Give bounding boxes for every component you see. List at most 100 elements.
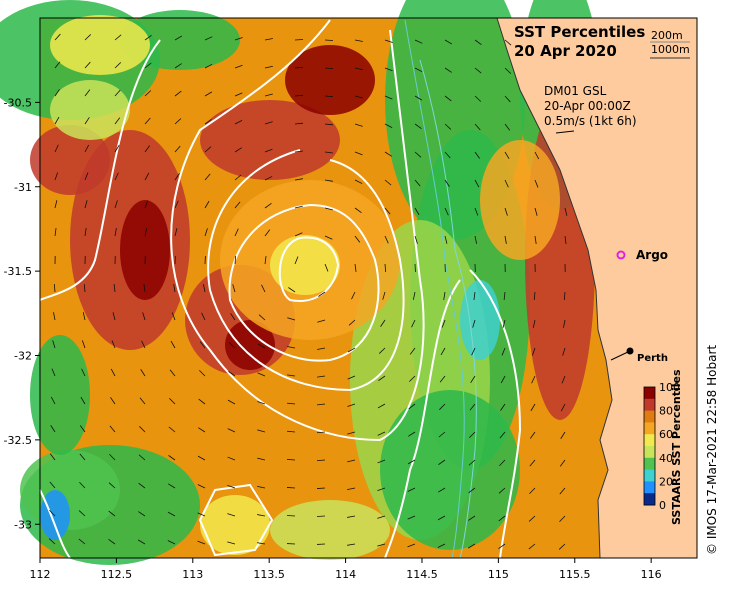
current-vector xyxy=(197,512,206,517)
current-vector xyxy=(167,483,176,489)
current-vector xyxy=(474,67,482,74)
current-vector xyxy=(469,431,476,438)
current-vector xyxy=(474,207,479,216)
x-tick-label: 113 xyxy=(182,568,203,581)
current-vector xyxy=(54,144,59,153)
current-vector xyxy=(287,317,296,321)
current-vector xyxy=(54,200,58,209)
current-vector xyxy=(444,179,450,187)
current-vector xyxy=(474,39,482,45)
current-vector xyxy=(382,291,386,300)
current-vector xyxy=(137,539,146,545)
current-vector xyxy=(468,487,476,494)
current-vector xyxy=(54,172,59,181)
current-vector xyxy=(167,511,176,517)
current-vector xyxy=(82,312,86,321)
current-vector xyxy=(502,319,506,328)
current-vector xyxy=(347,459,356,463)
current-vector xyxy=(531,375,536,384)
current-vector xyxy=(112,312,116,321)
current-vector xyxy=(437,487,446,493)
current-vector xyxy=(174,63,182,69)
current-vector xyxy=(286,458,296,461)
current-vector xyxy=(264,176,273,181)
colorbar-segment xyxy=(644,387,655,400)
current-vector xyxy=(167,540,176,545)
current-vector xyxy=(504,207,508,216)
current-vector xyxy=(257,485,266,489)
current-vector xyxy=(439,375,446,383)
current-vector xyxy=(294,232,303,237)
current-vector xyxy=(78,510,86,517)
current-vector xyxy=(351,291,356,300)
current-vector xyxy=(138,482,146,489)
current-vector xyxy=(264,148,273,153)
depth-legend-1000m: 1000m xyxy=(651,43,690,56)
current-vector xyxy=(84,117,90,125)
current-vector xyxy=(144,35,152,41)
current-vector xyxy=(204,173,211,181)
current-vector xyxy=(384,151,392,157)
sst-patch xyxy=(200,100,340,180)
y-tick-label: -32.5 xyxy=(4,434,32,447)
current-vector xyxy=(444,235,448,244)
current-vector xyxy=(264,38,273,41)
current-vector xyxy=(294,94,304,97)
colorbar-segment xyxy=(644,457,655,471)
current-vector xyxy=(414,95,423,101)
current-vector xyxy=(377,459,386,464)
current-vector xyxy=(474,95,482,102)
current-vector xyxy=(316,487,326,489)
current-vector xyxy=(227,456,236,461)
sst-patch xyxy=(120,200,170,300)
current-vector xyxy=(529,487,536,495)
current-vector xyxy=(234,228,239,237)
depth-legend-200m: 200m xyxy=(651,29,683,42)
current-vector xyxy=(498,487,506,494)
current-vector xyxy=(444,95,452,102)
current-vector xyxy=(114,117,121,125)
current-vector xyxy=(384,179,392,186)
current-vector xyxy=(347,375,356,380)
current-vector xyxy=(53,312,56,321)
current-vector xyxy=(414,235,418,244)
current-vector xyxy=(198,398,206,405)
current-vector xyxy=(467,543,476,549)
current-vector xyxy=(287,346,296,349)
current-vector xyxy=(468,515,476,521)
current-vector xyxy=(474,123,481,131)
current-vector xyxy=(264,256,267,265)
current-vector xyxy=(294,256,299,265)
current-vector xyxy=(347,347,356,353)
y-tick-label: -31.5 xyxy=(4,265,32,278)
x-tick-label: 115 xyxy=(488,568,509,581)
colorbar-segment xyxy=(644,446,655,459)
perth-label: Perth xyxy=(637,353,668,364)
current-vector xyxy=(407,487,416,492)
current-vector xyxy=(264,93,273,97)
current-vector xyxy=(287,374,296,377)
plot-frame xyxy=(39,17,698,559)
current-vector xyxy=(49,453,56,461)
current-vector xyxy=(444,39,453,45)
current-vector xyxy=(294,205,303,209)
sst-patch xyxy=(30,125,110,195)
current-vector xyxy=(204,36,213,41)
current-vector xyxy=(204,63,213,69)
current-vector xyxy=(564,235,567,244)
current-vector xyxy=(171,312,176,321)
current-vector xyxy=(197,484,206,489)
current-vector xyxy=(354,67,363,71)
current-vector xyxy=(498,543,506,549)
current-vector xyxy=(201,312,206,321)
current-vector xyxy=(168,426,176,433)
current-vector xyxy=(318,291,326,297)
isobath-200m xyxy=(404,19,465,559)
x-tick-label: 113.5 xyxy=(253,568,285,581)
current-vector xyxy=(384,263,387,273)
sst-patch xyxy=(380,390,520,550)
current-vector xyxy=(498,515,506,522)
current-vector xyxy=(408,431,416,437)
percentile-contour xyxy=(278,236,340,302)
colorbar-label: SSTAARS SST Percentiles xyxy=(670,369,683,526)
